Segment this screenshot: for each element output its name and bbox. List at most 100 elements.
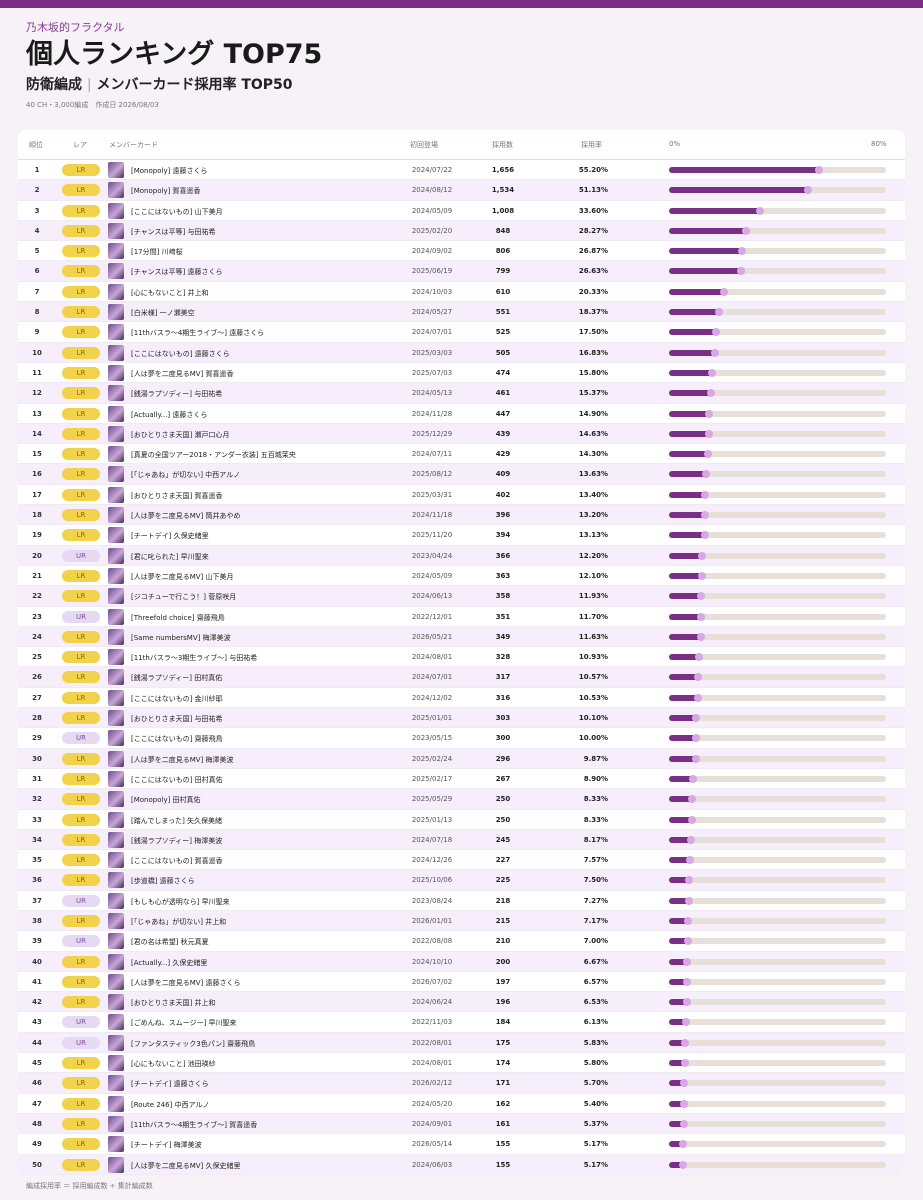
card-thumbnail bbox=[108, 446, 124, 463]
count-cell: 505 bbox=[495, 348, 511, 357]
rank-cell: 15 bbox=[32, 450, 42, 459]
rank-cell: 3 bbox=[34, 206, 40, 215]
card-name: [11thバスラ～4期生ライブ～] 遠藤さくら bbox=[131, 329, 265, 338]
rate-bar-marker bbox=[705, 409, 714, 418]
count-cell: 525 bbox=[495, 328, 511, 337]
first-date-cell: 2025/07/03 bbox=[411, 368, 453, 377]
first-date-cell: 2023/05/15 bbox=[411, 734, 453, 743]
count-cell: 461 bbox=[495, 389, 511, 398]
rate-bar-fill bbox=[669, 491, 706, 498]
card-name: [君の名は希望] 秋元真夏 bbox=[131, 938, 209, 947]
rate-bar-track bbox=[669, 166, 886, 174]
card-name: [Threefold choice] 齋藤飛鳥 bbox=[131, 613, 225, 622]
count-cell: 196 bbox=[495, 998, 511, 1007]
page-subtitle: 防衛編成 | メンバーカード採用率 TOP50 bbox=[26, 75, 886, 95]
rate-bar-track bbox=[669, 896, 886, 905]
first-date-cell: 2024/05/09 bbox=[411, 206, 453, 215]
rarity-badge: LR bbox=[62, 1117, 100, 1130]
card-thumbnail bbox=[108, 770, 124, 787]
card-name: [白米様] 一ノ瀬美空 bbox=[131, 309, 195, 318]
rarity-badge: LR bbox=[62, 975, 100, 988]
table-row: 31 LR [ここにはないもの] 田村真佑 2025/02/17 267 8.90% bbox=[18, 768, 905, 790]
card-name: [人は夢を二度見るMV] 山下美月 bbox=[131, 572, 234, 581]
rate-bar-fill bbox=[669, 897, 689, 904]
rank-cell: 19 bbox=[32, 531, 42, 540]
rate-bar-marker bbox=[693, 673, 702, 682]
card-thumbnail bbox=[108, 202, 124, 219]
first-date-cell: 2024/07/22 bbox=[411, 166, 453, 174]
rank-cell: 39 bbox=[32, 937, 42, 946]
table-row: 19 LR [チートデイ] 久保史緒里 2025/11/20 394 13.13% bbox=[18, 525, 905, 546]
rarity-badge: LR bbox=[62, 468, 100, 481]
rarity-badge: LR bbox=[62, 265, 100, 278]
brand-label: 乃木坂的フラクタル bbox=[26, 21, 125, 34]
count-cell: 1,534 bbox=[491, 186, 515, 195]
rate-cell: 11.93% bbox=[578, 592, 608, 601]
rank-cell: 26 bbox=[32, 673, 42, 682]
table-row: 38 LR [「じゃあね」が切ない] 井上和 2026/01/01 215 7.17% bbox=[18, 910, 905, 932]
first-date-cell: 2024/12/26 bbox=[411, 856, 453, 865]
first-date-cell: 2025/08/12 bbox=[411, 470, 453, 479]
rarity-badge: LR bbox=[62, 427, 100, 440]
rate-bar-track bbox=[669, 389, 886, 398]
rate-bar-marker bbox=[700, 511, 709, 520]
rate-cell: 5.17% bbox=[583, 1160, 608, 1169]
rate-bar-fill bbox=[669, 654, 699, 661]
count-cell: 447 bbox=[495, 409, 511, 418]
rate-bar-track bbox=[669, 876, 886, 885]
rarity-badge: UR bbox=[62, 894, 100, 907]
rarity-badge: LR bbox=[62, 813, 100, 826]
count-cell: 174 bbox=[495, 1059, 511, 1068]
rarity-badge: LR bbox=[62, 1138, 100, 1151]
rank-cell: 23 bbox=[32, 612, 42, 621]
rate-bar-fill bbox=[669, 1039, 685, 1046]
rate-cell: 13.40% bbox=[578, 490, 608, 499]
rarity-badge: LR bbox=[62, 854, 100, 867]
card-thumbnail bbox=[108, 973, 124, 990]
rate-bar-marker bbox=[693, 693, 702, 702]
card-thumbnail bbox=[108, 527, 124, 544]
rate-bar-track bbox=[669, 977, 886, 986]
rate-bar-track bbox=[669, 795, 886, 804]
card-name: [ここにはないもの] 齋藤飛鳥 bbox=[131, 735, 223, 744]
card-thumbnail bbox=[108, 364, 124, 381]
col-count-header: 採用数 bbox=[492, 141, 513, 149]
card-thumbnail bbox=[108, 283, 124, 300]
card-name: [人は夢を二度見るMV] 久保史緒里 bbox=[131, 1161, 241, 1170]
rank-cell: 16 bbox=[32, 470, 42, 479]
rate-bar-track bbox=[669, 957, 886, 966]
table-row: 9 LR [11thバスラ～4期生ライブ～] 遠藤さくら 2024/07/01 525 1… bbox=[18, 322, 905, 343]
first-date-cell: 2025/03/31 bbox=[411, 490, 453, 499]
rank-cell: 2 bbox=[34, 186, 40, 195]
card-thumbnail bbox=[108, 831, 124, 848]
rate-cell: 7.50% bbox=[583, 876, 608, 885]
card-name: [おひとりさま天国] 瀬戸口心月 bbox=[131, 430, 230, 439]
first-date-cell: 2024/07/11 bbox=[411, 450, 453, 459]
count-cell: 200 bbox=[495, 957, 511, 966]
rank-cell: 47 bbox=[32, 1099, 42, 1108]
rate-cell: 8.33% bbox=[583, 795, 608, 804]
card-name: [ここにはないもの] 田村真佑 bbox=[131, 775, 223, 784]
rate-bar-fill bbox=[669, 572, 702, 579]
rate-bar-marker bbox=[692, 734, 701, 743]
first-date-cell: 2024/05/09 bbox=[411, 571, 453, 580]
count-cell: 396 bbox=[495, 511, 511, 520]
card-thumbnail bbox=[108, 1055, 124, 1072]
first-date-cell: 2022/12/01 bbox=[411, 612, 453, 621]
rate-bar-track bbox=[669, 916, 886, 925]
card-name: [Monopoly] 遠藤さくら bbox=[131, 167, 208, 175]
rate-bar-track bbox=[669, 1018, 886, 1027]
count-cell: 175 bbox=[495, 1038, 511, 1047]
rate-cell: 26.63% bbox=[578, 267, 608, 276]
table-row: 23 UR [Threefold choice] 齋藤飛鳥 2022/12/01 351… bbox=[18, 606, 905, 627]
rate-cell: 11.70% bbox=[578, 612, 608, 621]
col-rate-header: 採用率 bbox=[581, 141, 602, 149]
count-cell: 316 bbox=[495, 693, 511, 702]
card-thumbnail bbox=[108, 507, 124, 524]
card-thumbnail bbox=[108, 608, 124, 625]
rate-bar-track bbox=[669, 511, 886, 520]
count-cell: 474 bbox=[495, 368, 511, 377]
table-row: 2 LR [Monopoly] 賀喜遥香 2024/08/12 1,534 51.13% bbox=[18, 180, 905, 201]
card-thumbnail bbox=[108, 466, 124, 483]
rate-bar-marker bbox=[685, 876, 694, 885]
